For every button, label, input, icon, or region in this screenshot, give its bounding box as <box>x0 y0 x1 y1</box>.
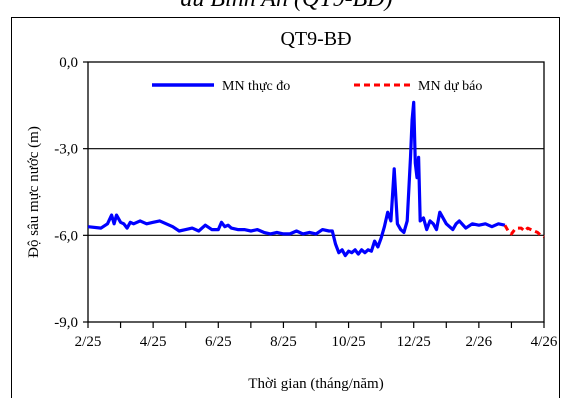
x-tick-label: 4/26 <box>531 334 558 350</box>
x-tick-label: 6/25 <box>205 334 232 350</box>
axis-ticks <box>83 61 545 328</box>
y-tick-label: -3,0 <box>54 142 78 158</box>
x-tick-label: 2/25 <box>75 334 102 350</box>
chart-frame <box>11 17 560 398</box>
x-tick-label: 8/25 <box>270 334 297 350</box>
y-tick-label: -9,0 <box>54 315 78 331</box>
legend: MN thực đo MN dự báo <box>152 79 482 94</box>
tick-labels: 0,0 -3,0 -6,0 -9,0 2/25 4/25 6/25 8/25 10/25 12/2… <box>54 55 558 350</box>
y-axis-label: Độ sâu mực nước (m) <box>26 126 42 258</box>
legend-label-measured: MN thực đo <box>222 79 290 94</box>
y-tick-label: 0,0 <box>59 55 78 71</box>
x-tick-label: 2/26 <box>466 334 493 350</box>
x-tick-label: 12/25 <box>397 334 431 350</box>
plot-area-border <box>87 61 545 323</box>
series-layer <box>87 100 545 258</box>
x-tick-label: 10/25 <box>331 334 365 350</box>
top-caption: ầu Bình An (QT9-BĐ) <box>0 0 573 11</box>
y-tick-label: -6,0 <box>54 228 78 244</box>
series-line-forecast <box>503 224 545 239</box>
x-tick-label: 4/25 <box>140 334 167 350</box>
legend-label-forecast: MN dự báo <box>418 79 482 94</box>
series-line-measured <box>87 100 506 258</box>
x-axis-label: Thời gian (tháng/năm) <box>248 376 383 392</box>
chart-title: QT9-BĐ <box>280 28 351 50</box>
